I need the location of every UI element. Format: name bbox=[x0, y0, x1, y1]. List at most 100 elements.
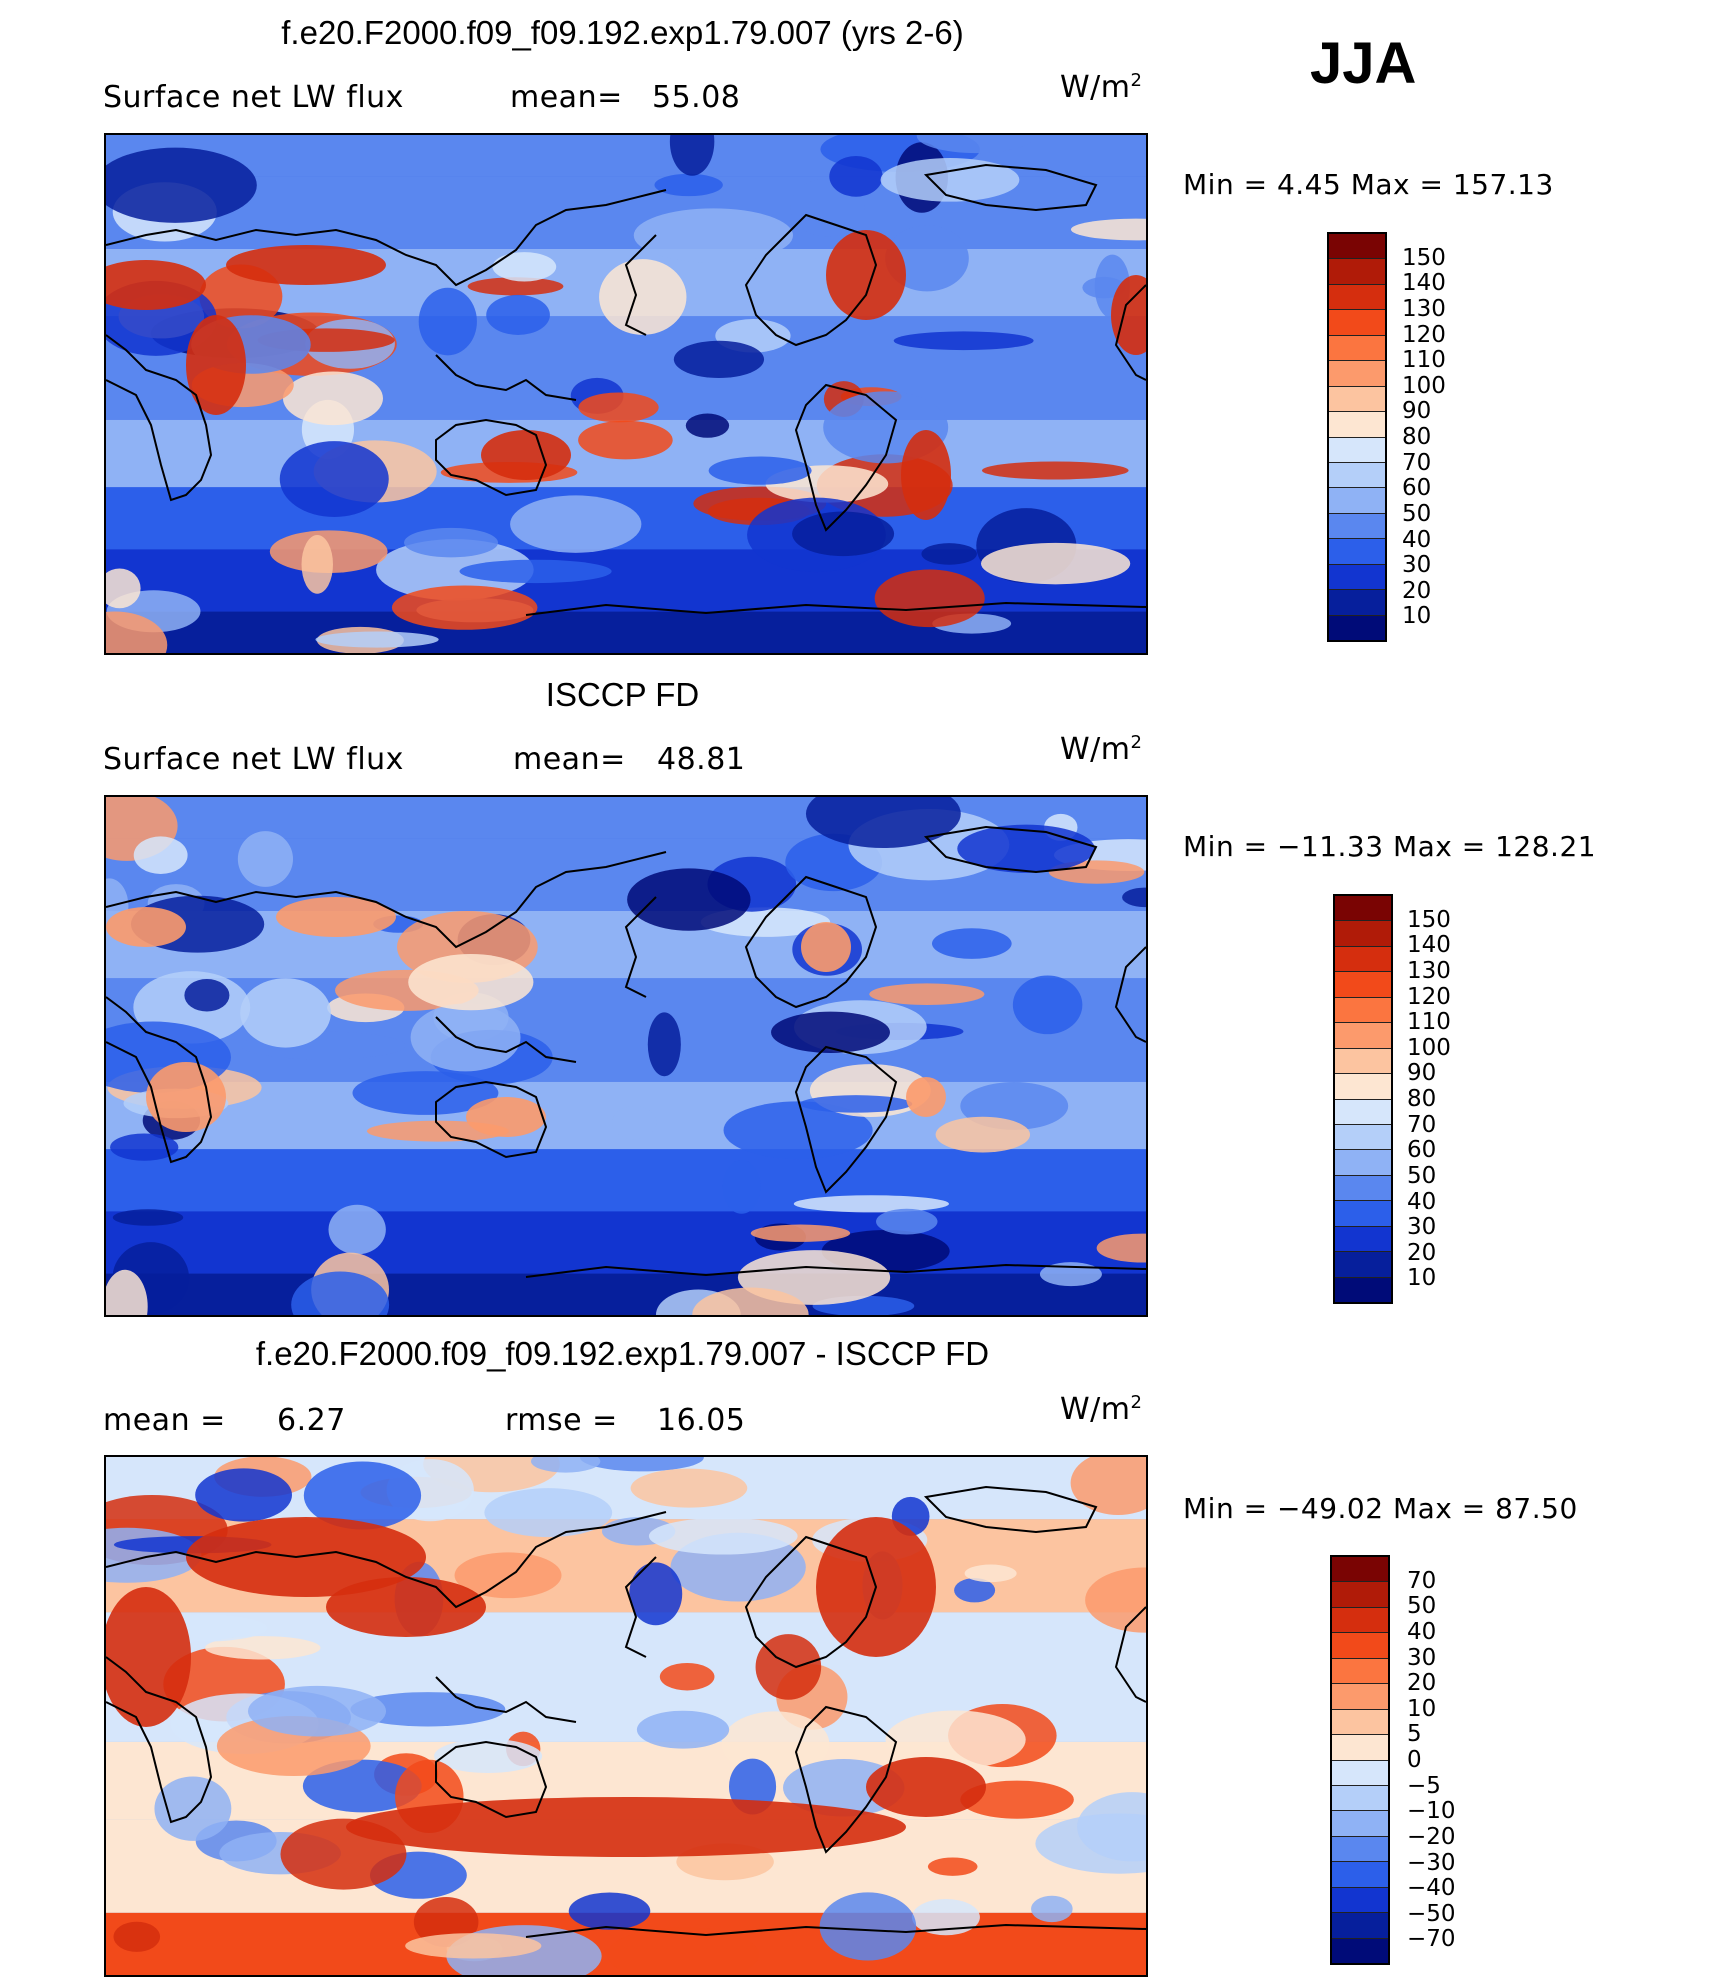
colorbar-swatch bbox=[1329, 411, 1385, 437]
panel-2-title: ISCCP FD bbox=[545, 676, 700, 713]
colorbar-swatch bbox=[1329, 334, 1385, 361]
field-patch bbox=[328, 1204, 386, 1255]
colorbar-swatch bbox=[1329, 283, 1385, 310]
field-patch bbox=[376, 539, 534, 601]
panel-2-minmax: Min = −11.33 Max = 128.21 bbox=[1183, 830, 1597, 863]
field-patch bbox=[237, 831, 294, 887]
colorbar-swatch bbox=[1329, 309, 1385, 335]
coastline bbox=[435, 418, 548, 497]
colorbar-tick-label: 20 bbox=[1407, 1670, 1437, 1697]
colorbar-swatch bbox=[1335, 1022, 1391, 1048]
colorbar-tick-label: 130 bbox=[1407, 957, 1451, 984]
field-patch bbox=[629, 1562, 683, 1626]
field-patch bbox=[876, 1208, 938, 1235]
field-patch bbox=[911, 1898, 980, 1936]
colorbar-tick-label: 0 bbox=[1407, 1747, 1422, 1773]
coastline bbox=[624, 896, 657, 998]
colorbar-swatch bbox=[1335, 1251, 1391, 1277]
colorbar-swatch bbox=[1329, 589, 1385, 615]
panel-1-units: W/m2 bbox=[1060, 70, 1143, 105]
colorbar-swatch bbox=[1335, 1098, 1391, 1124]
field-patch bbox=[510, 495, 642, 553]
field-patch bbox=[418, 287, 477, 356]
field-patch bbox=[799, 1095, 913, 1113]
colorbar-swatch bbox=[1329, 487, 1385, 513]
colorbar-swatch bbox=[1332, 1912, 1388, 1938]
colorbar-swatch bbox=[1332, 1784, 1388, 1811]
colorbar-swatch bbox=[1335, 1200, 1391, 1226]
colorbar-tick-label: 90 bbox=[1407, 1060, 1437, 1087]
field-hotspot bbox=[106, 260, 206, 310]
colorbar-swatch bbox=[1332, 1759, 1388, 1785]
colorbar-tick-label: 30 bbox=[1407, 1644, 1437, 1671]
colorbar-tick-label: 100 bbox=[1402, 372, 1446, 399]
coastline bbox=[525, 601, 1146, 616]
colorbar-tick-label: 10 bbox=[1407, 1265, 1437, 1292]
field-patch bbox=[922, 1540, 999, 1568]
field-patch bbox=[647, 1012, 681, 1077]
panel-2-units: W/m2 bbox=[1060, 732, 1143, 767]
field-patch bbox=[927, 1857, 978, 1876]
coastline bbox=[525, 1923, 1146, 1938]
colorbar-swatch bbox=[1332, 1657, 1388, 1684]
colorbar-tick-label: 80 bbox=[1402, 424, 1432, 450]
field-patch bbox=[935, 1116, 1031, 1153]
field-patch bbox=[722, 1160, 761, 1214]
field-patch bbox=[578, 420, 673, 460]
panel-2-variable-label: Surface net LW flux bbox=[103, 742, 404, 777]
field-patch bbox=[405, 1933, 542, 1959]
field-hotspot bbox=[826, 230, 906, 320]
coastline bbox=[106, 189, 667, 287]
colorbar-tick-label: 150 bbox=[1402, 244, 1446, 271]
panel-3-rmse-label: rmse = bbox=[505, 1403, 618, 1438]
field-patch bbox=[723, 1101, 873, 1160]
field-patch bbox=[133, 836, 188, 874]
colorbar-swatch bbox=[1329, 385, 1385, 412]
colorbar-tick-label: 60 bbox=[1402, 475, 1432, 502]
panel-1-mean-value: 55.08 bbox=[652, 80, 741, 115]
field-patch bbox=[1085, 1567, 1146, 1633]
colorbar-tick-label: −50 bbox=[1407, 1900, 1456, 1927]
field-patch bbox=[885, 1710, 1026, 1769]
field-patch bbox=[960, 1780, 1074, 1819]
colorbar-swatch bbox=[1335, 1073, 1391, 1099]
colorbar-swatch bbox=[1329, 461, 1385, 488]
field-patch bbox=[106, 568, 141, 609]
colorbar-tick-label: 140 bbox=[1402, 270, 1446, 297]
colorbar-tick-label: 30 bbox=[1402, 552, 1432, 579]
colorbar-tick-label: 10 bbox=[1407, 1695, 1437, 1722]
field-patch bbox=[607, 1926, 760, 1975]
field-patch bbox=[869, 983, 985, 1005]
coastline bbox=[525, 1263, 1146, 1278]
field-patch bbox=[880, 158, 1020, 202]
colorbar-tick-label: 110 bbox=[1407, 1009, 1451, 1036]
field-patch bbox=[454, 1552, 562, 1599]
coastline bbox=[624, 234, 657, 336]
field-patch bbox=[530, 1457, 601, 1473]
colorbar-tick-label: 90 bbox=[1402, 398, 1432, 425]
colorbar-tick-label: 50 bbox=[1407, 1162, 1437, 1189]
colorbar-tick-label: 50 bbox=[1402, 500, 1432, 527]
field-patch bbox=[352, 1071, 499, 1115]
field-patch bbox=[279, 441, 389, 517]
panel-2-map bbox=[104, 795, 1148, 1317]
colorbar-tick-label: 140 bbox=[1407, 932, 1451, 959]
field-patch bbox=[829, 156, 883, 197]
field-hotspot bbox=[866, 1757, 986, 1817]
field-patch bbox=[792, 511, 895, 557]
field-patch bbox=[793, 1195, 949, 1213]
field-patch bbox=[1070, 1457, 1146, 1515]
field-hotspot bbox=[801, 922, 851, 972]
colorbar-swatch bbox=[1335, 1149, 1391, 1175]
field-patch bbox=[1096, 1233, 1146, 1263]
field-patch bbox=[492, 252, 557, 282]
colorbar-swatch bbox=[1329, 538, 1385, 564]
coastline bbox=[106, 996, 213, 1164]
colorbar-swatch bbox=[1329, 512, 1385, 539]
field-patch bbox=[885, 225, 969, 292]
colorbar-tick-label: −70 bbox=[1407, 1926, 1456, 1953]
colorbar-swatch bbox=[1332, 1581, 1388, 1607]
field-band bbox=[106, 1273, 1146, 1315]
field-patch bbox=[1077, 1792, 1146, 1862]
field-patch bbox=[408, 953, 534, 1011]
